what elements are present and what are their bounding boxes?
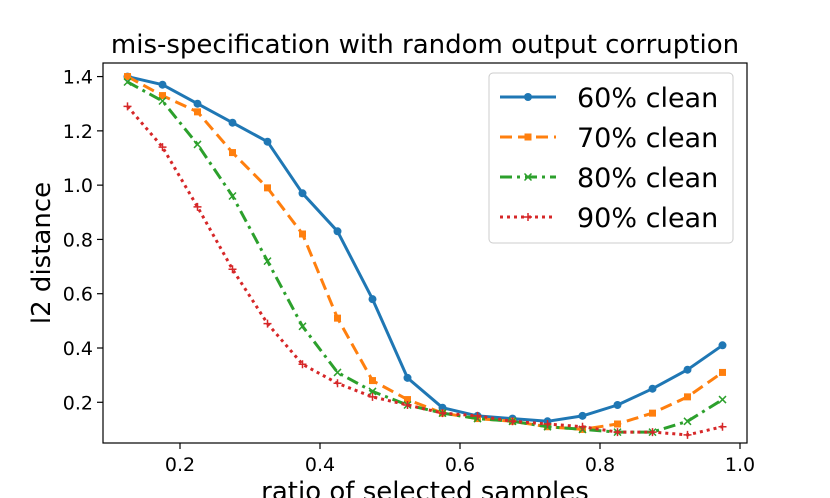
data-point — [368, 387, 377, 396]
plot-frame — [102, 62, 748, 444]
x-axis-title: ratio of selected samples — [261, 477, 589, 498]
y-axis-title: l2 distance — [27, 182, 57, 324]
data-point — [193, 99, 202, 108]
data-point — [368, 295, 377, 304]
data-point — [194, 108, 201, 116]
data-point — [718, 341, 727, 350]
data-point — [648, 428, 657, 437]
axis-ticks: 0.2 0.4 0.6 0.8 1.0 0.2 0.4 0.6 0.8 1.0 1.2 1.4 — [63, 67, 755, 476]
data-point — [684, 393, 691, 401]
legend-entry: 70% clean — [500, 123, 718, 154]
legend-label: 60% clean — [577, 83, 718, 114]
series-2 — [124, 73, 726, 433]
data-point — [193, 140, 202, 149]
data-point — [263, 319, 272, 328]
series-line — [126, 75, 724, 431]
series-1 — [123, 72, 727, 426]
data-point — [404, 396, 411, 404]
data-point — [193, 202, 202, 211]
x-tick-label: 1.0 — [725, 454, 755, 476]
legend-label: 70% clean — [577, 123, 718, 154]
data-point — [123, 77, 132, 87]
data-point — [614, 420, 621, 428]
series-layer — [123, 72, 727, 439]
legend-label: 90% clean — [577, 203, 718, 234]
data-point — [333, 227, 342, 236]
data-point — [613, 428, 622, 437]
legend-frame — [488, 72, 734, 244]
y-tick-label: 1.4 — [63, 67, 93, 89]
series-4 — [123, 102, 727, 439]
data-point — [334, 314, 341, 322]
data-point — [649, 409, 656, 417]
legend-entry: 80% clean — [500, 163, 718, 194]
y-tick-label: 1.2 — [63, 121, 93, 143]
data-point — [333, 379, 342, 388]
x-tick-label: 0.6 — [445, 454, 475, 476]
series-line — [126, 105, 723, 437]
legend-marker — [524, 93, 532, 101]
data-point — [298, 360, 307, 369]
data-point — [264, 184, 271, 192]
x-tick-label: 0.8 — [585, 454, 615, 476]
legend: 60% clean 70% clean 80% clean 90% clean — [488, 72, 734, 244]
data-point — [543, 420, 552, 428]
data-point — [228, 191, 237, 201]
data-point — [263, 257, 272, 266]
data-point — [683, 430, 692, 439]
data-point — [228, 118, 237, 127]
y-tick-label: 0.4 — [63, 338, 93, 360]
data-point — [683, 365, 692, 374]
y-tick-label: 0.6 — [63, 284, 93, 306]
y-tick-label: 0.2 — [63, 392, 93, 414]
data-point — [158, 96, 167, 106]
legend-marker — [523, 172, 533, 182]
legend-entry: 60% clean — [500, 83, 718, 114]
legend-entry: 90% clean — [500, 203, 718, 234]
legend-marker — [524, 213, 532, 221]
data-point — [508, 417, 517, 426]
data-point — [718, 422, 727, 431]
data-point — [368, 392, 377, 401]
legend-label: 80% clean — [577, 163, 718, 194]
y-tick-label: 0.8 — [63, 229, 93, 251]
data-point — [403, 373, 412, 382]
data-point — [228, 265, 237, 274]
data-point — [438, 409, 447, 418]
data-point — [719, 368, 726, 376]
y-tick-label: 1.0 — [63, 175, 93, 197]
data-point — [159, 92, 166, 100]
data-point — [648, 384, 657, 393]
data-point — [123, 102, 132, 111]
data-point — [299, 230, 306, 238]
data-point — [158, 80, 167, 89]
data-point — [298, 322, 307, 331]
data-point — [158, 143, 167, 152]
x-tick-label: 0.4 — [305, 454, 335, 476]
chart-title: mis-specification with random output cor… — [111, 30, 739, 60]
x-tick-label: 0.2 — [165, 454, 195, 476]
data-point — [369, 377, 376, 385]
series-line — [127, 75, 724, 423]
data-point — [718, 395, 727, 404]
data-point — [333, 368, 342, 377]
data-point — [229, 149, 236, 157]
data-point — [263, 137, 272, 146]
data-point — [578, 411, 587, 420]
data-point — [578, 422, 587, 431]
legend-marker — [524, 133, 532, 141]
data-point — [124, 73, 131, 81]
data-point — [298, 189, 307, 198]
data-point — [683, 417, 692, 426]
data-point — [473, 411, 482, 420]
data-point — [403, 401, 412, 409]
data-point — [613, 401, 622, 409]
